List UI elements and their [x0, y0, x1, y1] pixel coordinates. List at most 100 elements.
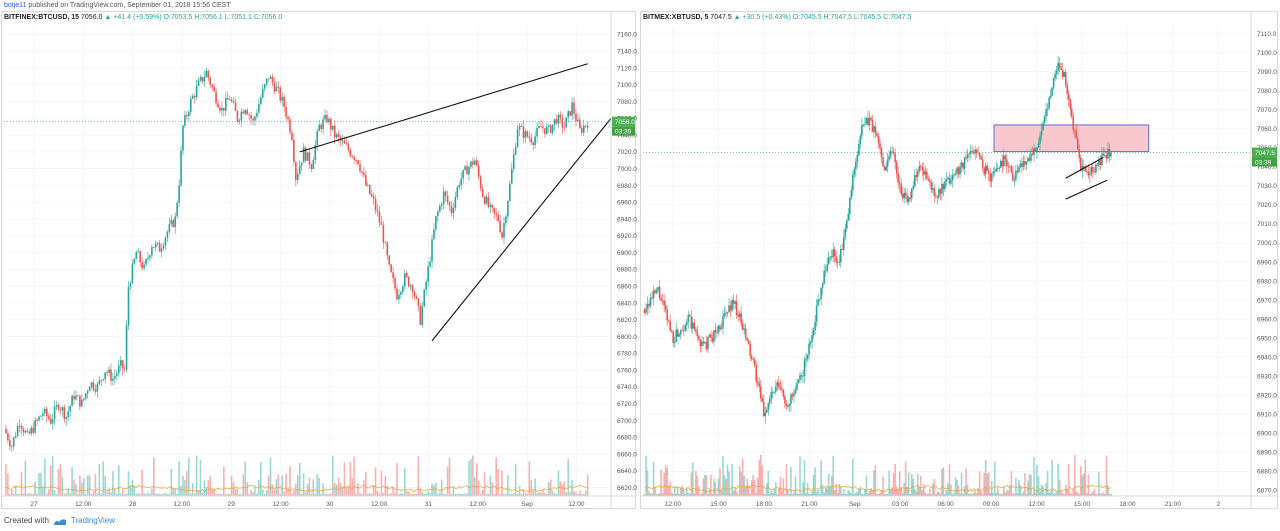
volume-bar — [785, 464, 788, 496]
volume-bar — [359, 493, 361, 496]
volume-bar — [1066, 489, 1069, 496]
candle-body — [223, 107, 225, 111]
volume-bar — [927, 493, 930, 496]
candle-body — [802, 376, 804, 377]
candle-body — [170, 220, 173, 224]
candle-body — [10, 446, 13, 448]
candle-body — [892, 152, 895, 154]
volume-bar — [735, 491, 738, 496]
candle-body — [392, 272, 394, 278]
candle-body — [815, 305, 818, 322]
candle-body — [773, 391, 776, 393]
volume-bar — [328, 493, 330, 496]
footer: Created with TradingView — [4, 514, 115, 528]
candle-body — [466, 166, 468, 175]
volume-bar — [879, 492, 881, 496]
candle-body — [44, 408, 46, 414]
candle-body — [248, 114, 250, 116]
candle-body — [345, 143, 348, 145]
volume-bar — [956, 479, 958, 496]
volume-bar — [725, 479, 727, 496]
y-tick-label: 6890.0 — [1257, 450, 1277, 457]
chart-panel-right[interactable]: 7110.07100.07090.07080.07070.07060.07050… — [640, 11, 1279, 510]
y-tick-label: 6910.0 — [1257, 411, 1277, 418]
candle-body — [425, 281, 427, 290]
volume-bar — [992, 493, 995, 496]
candle-body — [86, 391, 89, 394]
candle-body — [472, 161, 474, 165]
chart-panel-left[interactable]: 7160.07140.07120.07100.07080.07060.07040… — [1, 11, 637, 510]
volume-bar — [687, 492, 690, 496]
volume-bar — [957, 485, 960, 496]
volume-bar — [18, 493, 21, 496]
candle-body — [1086, 171, 1088, 173]
candle-body — [186, 114, 188, 117]
volume-bar — [77, 493, 79, 496]
candle-body — [505, 216, 507, 224]
candle-body — [998, 167, 1001, 169]
candle-body — [759, 386, 762, 399]
tradingview-brand[interactable]: TradingView — [70, 516, 115, 525]
candle-body — [226, 97, 229, 100]
volume-bar — [794, 476, 797, 496]
candle-body — [956, 167, 958, 174]
candle-body — [129, 283, 132, 287]
candle-body — [252, 118, 254, 121]
candle-body — [692, 322, 694, 329]
candle-body — [787, 406, 789, 407]
candle-body — [460, 178, 462, 186]
trendline — [1065, 179, 1108, 200]
candle-body — [799, 375, 801, 380]
candle-body — [910, 188, 913, 199]
candle-body — [933, 188, 936, 197]
candle-body — [149, 255, 151, 258]
candle-body — [1101, 153, 1103, 165]
candle-body — [306, 152, 309, 161]
candle-body — [977, 152, 979, 154]
volume-bar — [762, 493, 765, 496]
volume-bar — [710, 474, 712, 496]
candle-body — [711, 337, 714, 342]
x-tick-label: 30 — [326, 501, 334, 508]
xbtusd-chart[interactable]: 7110.07100.07090.07080.07070.07060.07050… — [641, 12, 1279, 510]
volume-bar — [456, 493, 459, 496]
candle-body — [1104, 155, 1106, 157]
volume-bar — [114, 488, 116, 496]
btcusd-chart[interactable]: 7160.07140.07120.07100.07080.07060.07040… — [2, 12, 637, 510]
volume-bar — [230, 475, 233, 496]
candle-body — [737, 314, 739, 317]
candle-body — [22, 429, 25, 433]
volume-bar — [971, 493, 973, 496]
volume-bar — [821, 484, 824, 496]
candle-body — [117, 365, 120, 374]
candle-body — [726, 312, 729, 314]
candle-body — [493, 207, 496, 213]
candle-body — [450, 205, 453, 214]
volume-bar — [849, 491, 851, 496]
volume-bar — [888, 470, 890, 496]
candle-body — [234, 102, 237, 111]
candle-body — [5, 428, 7, 434]
candle-body — [65, 416, 68, 419]
volume-bar — [353, 456, 355, 496]
candle-body — [49, 418, 52, 424]
candle-body — [77, 395, 79, 397]
author-link[interactable]: botje11 — [4, 2, 27, 9]
candle-body — [565, 117, 568, 128]
volume-bar — [981, 493, 984, 496]
symbol-label: BITMEX:XBTUSD, 5 — [643, 14, 709, 21]
candle-body — [536, 127, 538, 137]
candles — [643, 56, 1112, 424]
candle-body — [926, 171, 928, 180]
volume-bar — [38, 473, 40, 496]
volume-bar — [1093, 488, 1096, 496]
candle-body — [474, 160, 476, 165]
candle-body — [260, 97, 262, 105]
volume-bar — [954, 477, 957, 496]
candle-body — [714, 330, 717, 333]
candle-body — [923, 169, 925, 175]
candle-body — [333, 125, 336, 138]
candle-body — [999, 160, 1002, 168]
candle-body — [1057, 63, 1059, 71]
volume-bar — [116, 493, 118, 496]
